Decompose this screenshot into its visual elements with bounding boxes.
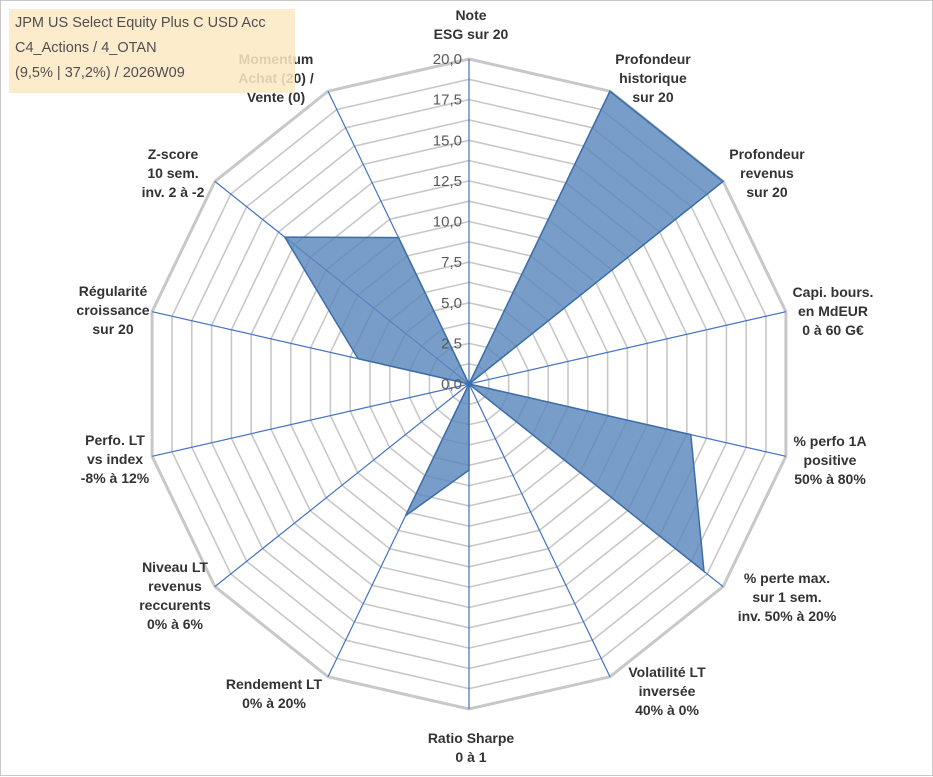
axis-label-line: Profondeur xyxy=(729,146,805,162)
axis-label-line: 10 sem. xyxy=(147,165,198,181)
axis-label-line: Profondeur xyxy=(615,51,691,67)
axis-label-line: croissance xyxy=(76,302,149,318)
axis-label: % perfo 1A positive 50% à 80% xyxy=(793,433,866,487)
axis-label-line: 0% à 20% xyxy=(242,695,306,711)
axis-label: Ratio Sharpe 0 à 1 xyxy=(428,730,515,765)
axis-label-line: inv. 2 à -2 xyxy=(142,184,205,200)
axis-label-line: Volatilité LT xyxy=(628,664,706,680)
tick-label: 20,0 xyxy=(433,51,462,68)
axis-label-line: en MdEUR xyxy=(798,303,868,319)
axis-label: % perte max. sur 1 sem. inv. 50% à 20% xyxy=(738,570,837,624)
axis-label-line: revenus xyxy=(148,578,202,594)
axis-label-line: sur 20 xyxy=(92,321,133,337)
tick-label: 0,0 xyxy=(441,376,462,393)
axis-label-line: inv. 50% à 20% xyxy=(738,608,837,624)
axis-label-line: -8% à 12% xyxy=(81,470,150,486)
tick-label: 12,5 xyxy=(433,173,462,190)
tick-label: 15,0 xyxy=(433,132,462,149)
axis-label-line: 0% à 6% xyxy=(147,616,204,632)
fund-category: C4_Actions / 4_OTAN xyxy=(15,36,289,61)
axis-label-line: historique xyxy=(619,70,687,86)
axis-label-line: % perfo 1A xyxy=(793,433,866,449)
axis-label: Capi. bours. en MdEUR 0 à 60 G€ xyxy=(793,284,874,338)
axis-label-line: revenus xyxy=(740,165,794,181)
axis-label: Z-score 10 sem. inv. 2 à -2 xyxy=(142,146,205,200)
axis-label-line: reccurents xyxy=(139,597,211,613)
axis-label-line: Z-score xyxy=(148,146,199,162)
axis-label: Niveau LT revenus reccurents 0% à 6% xyxy=(139,559,211,632)
axis-label-line: sur 1 sem. xyxy=(752,589,821,605)
axis-label-line: vs index xyxy=(87,451,143,467)
axis-label-line: % perte max. xyxy=(744,570,830,586)
axis-label-line: Ratio Sharpe xyxy=(428,730,515,746)
axis-label-line: Régularité xyxy=(79,283,148,299)
tick-label: 10,0 xyxy=(433,214,462,231)
fund-stats: (9,5% | 37,2%) / 2026W09 xyxy=(15,61,289,86)
axis-label: Volatilité LT inversée 40% à 0% xyxy=(628,664,706,718)
radar-series xyxy=(285,91,724,571)
axis-label-line: Niveau LT xyxy=(142,559,208,575)
series-area xyxy=(285,91,723,571)
axis-label-line: 40% à 0% xyxy=(635,702,699,718)
tick-label: 2,5 xyxy=(441,335,462,352)
axis-label-line: Perfo. LT xyxy=(85,432,145,448)
axis-label: Profondeur historique sur 20 xyxy=(615,51,691,105)
tick-label: 7,5 xyxy=(441,254,462,271)
axis-label-line: 50% à 80% xyxy=(794,471,866,487)
tick-label: 17,5 xyxy=(433,92,462,109)
axis-label: Note ESG sur 20 xyxy=(434,7,509,42)
axis-label-line: inversée xyxy=(639,683,696,699)
axis-label: Profondeur revenus sur 20 xyxy=(729,146,805,200)
axis-label-line: sur 20 xyxy=(746,184,787,200)
axis-label: Perfo. LT vs index -8% à 12% xyxy=(81,432,150,486)
axis-label: Régularité croissance sur 20 xyxy=(76,283,149,337)
tick-label: 5,0 xyxy=(441,295,462,312)
axis-label-line: positive xyxy=(804,452,857,468)
axis-label-line: 0 à 1 xyxy=(455,749,486,765)
fund-name: JPM US Select Equity Plus C USD Acc xyxy=(15,11,289,36)
axis-label-line: Note xyxy=(455,7,486,23)
axis-label-line: Capi. bours. xyxy=(793,284,874,300)
axis-label-line: Rendement LT xyxy=(226,676,323,692)
axis-label: Rendement LT 0% à 20% xyxy=(226,676,323,711)
axis-label-line: ESG sur 20 xyxy=(434,26,509,42)
axis-label-line: 0 à 60 G€ xyxy=(802,322,864,338)
chart-title-box: JPM US Select Equity Plus C USD Acc C4_A… xyxy=(9,9,295,93)
axis-label-line: sur 20 xyxy=(632,89,673,105)
